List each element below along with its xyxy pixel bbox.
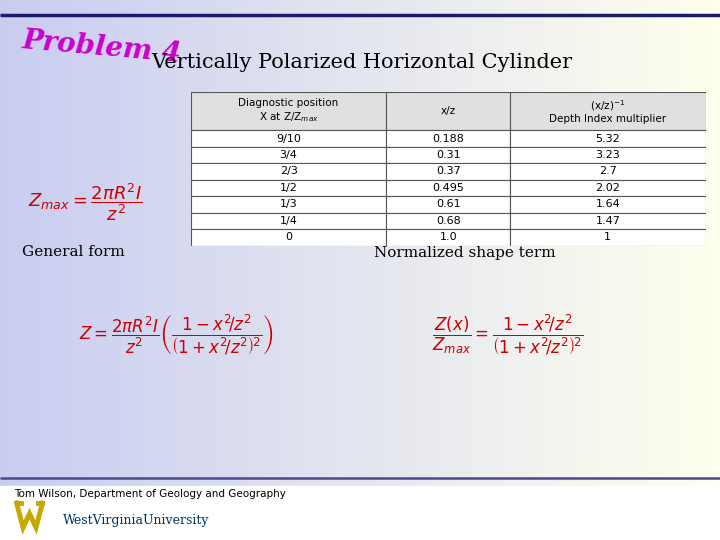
Text: 0.68: 0.68: [436, 216, 461, 226]
Text: 1/2: 1/2: [279, 183, 297, 193]
Bar: [510, 196, 706, 213]
Text: 3.23: 3.23: [595, 150, 620, 160]
Bar: [510, 92, 706, 130]
Bar: [387, 196, 510, 213]
Bar: [191, 180, 387, 196]
Text: 1.64: 1.64: [595, 199, 620, 210]
Text: 2.7: 2.7: [599, 166, 617, 177]
Text: 0.61: 0.61: [436, 199, 461, 210]
Text: Vertically Polarized Horizontal Cylinder: Vertically Polarized Horizontal Cylinder: [151, 52, 572, 72]
Bar: [510, 229, 706, 246]
Text: 0: 0: [285, 232, 292, 242]
Text: Tom Wilson, Department of Geology and Geography: Tom Wilson, Department of Geology and Ge…: [14, 489, 287, 499]
Bar: [510, 147, 706, 163]
Bar: [510, 180, 706, 196]
Text: $\dfrac{Z(x)}{Z_{max}} = \dfrac{1 - x^2\!/z^2}{\left(1 + x^2\!/z^2\right)^{\!2}}: $\dfrac{Z(x)}{Z_{max}} = \dfrac{1 - x^2\…: [432, 313, 583, 357]
Text: $Z_{max} = \dfrac{2\pi R^2 I}{z^2}$: $Z_{max} = \dfrac{2\pi R^2 I}{z^2}$: [27, 181, 143, 224]
Bar: [191, 213, 387, 229]
Text: 0.31: 0.31: [436, 150, 461, 160]
Bar: [191, 92, 387, 130]
Text: 5.32: 5.32: [595, 133, 620, 144]
Bar: [387, 163, 510, 180]
Text: 1.0: 1.0: [439, 232, 457, 242]
Text: (x/z)$^{-1}$
Depth Index multiplier: (x/z)$^{-1}$ Depth Index multiplier: [549, 98, 666, 124]
Bar: [191, 196, 387, 213]
Bar: [510, 163, 706, 180]
Text: x/z: x/z: [441, 106, 456, 116]
Bar: [387, 130, 510, 147]
Text: 0.37: 0.37: [436, 166, 461, 177]
Text: General form: General form: [22, 246, 125, 260]
Bar: [191, 163, 387, 180]
Bar: [387, 213, 510, 229]
Text: $Z = \dfrac{2\pi R^2 I}{z^2} \left(\dfrac{1 - x^2\!/z^2}{\left(1 + x^2\!/z^2\rig: $Z = \dfrac{2\pi R^2 I}{z^2} \left(\dfra…: [79, 313, 274, 357]
Text: WestVirginiaUniversity: WestVirginiaUniversity: [63, 514, 210, 527]
Text: 2.02: 2.02: [595, 183, 620, 193]
Text: 1.47: 1.47: [595, 216, 620, 226]
Bar: [191, 229, 387, 246]
Text: 1/3: 1/3: [280, 199, 297, 210]
Text: 2/3: 2/3: [279, 166, 297, 177]
Bar: [191, 130, 387, 147]
Bar: [191, 147, 387, 163]
Bar: [387, 147, 510, 163]
Text: 0.188: 0.188: [432, 133, 464, 144]
Bar: [510, 130, 706, 147]
Text: Diagnostic position
X at Z/Z$_{max}$: Diagnostic position X at Z/Z$_{max}$: [238, 98, 338, 124]
Text: 9/10: 9/10: [276, 133, 301, 144]
Text: 1: 1: [604, 232, 611, 242]
Text: 1/4: 1/4: [279, 216, 297, 226]
Text: 0.495: 0.495: [432, 183, 464, 193]
Text: 3/4: 3/4: [279, 150, 297, 160]
Bar: [387, 180, 510, 196]
Bar: [510, 213, 706, 229]
Bar: [387, 92, 510, 130]
Text: Normalized shape term: Normalized shape term: [374, 246, 556, 260]
Text: Problem 4: Problem 4: [22, 28, 183, 68]
Bar: [387, 229, 510, 246]
